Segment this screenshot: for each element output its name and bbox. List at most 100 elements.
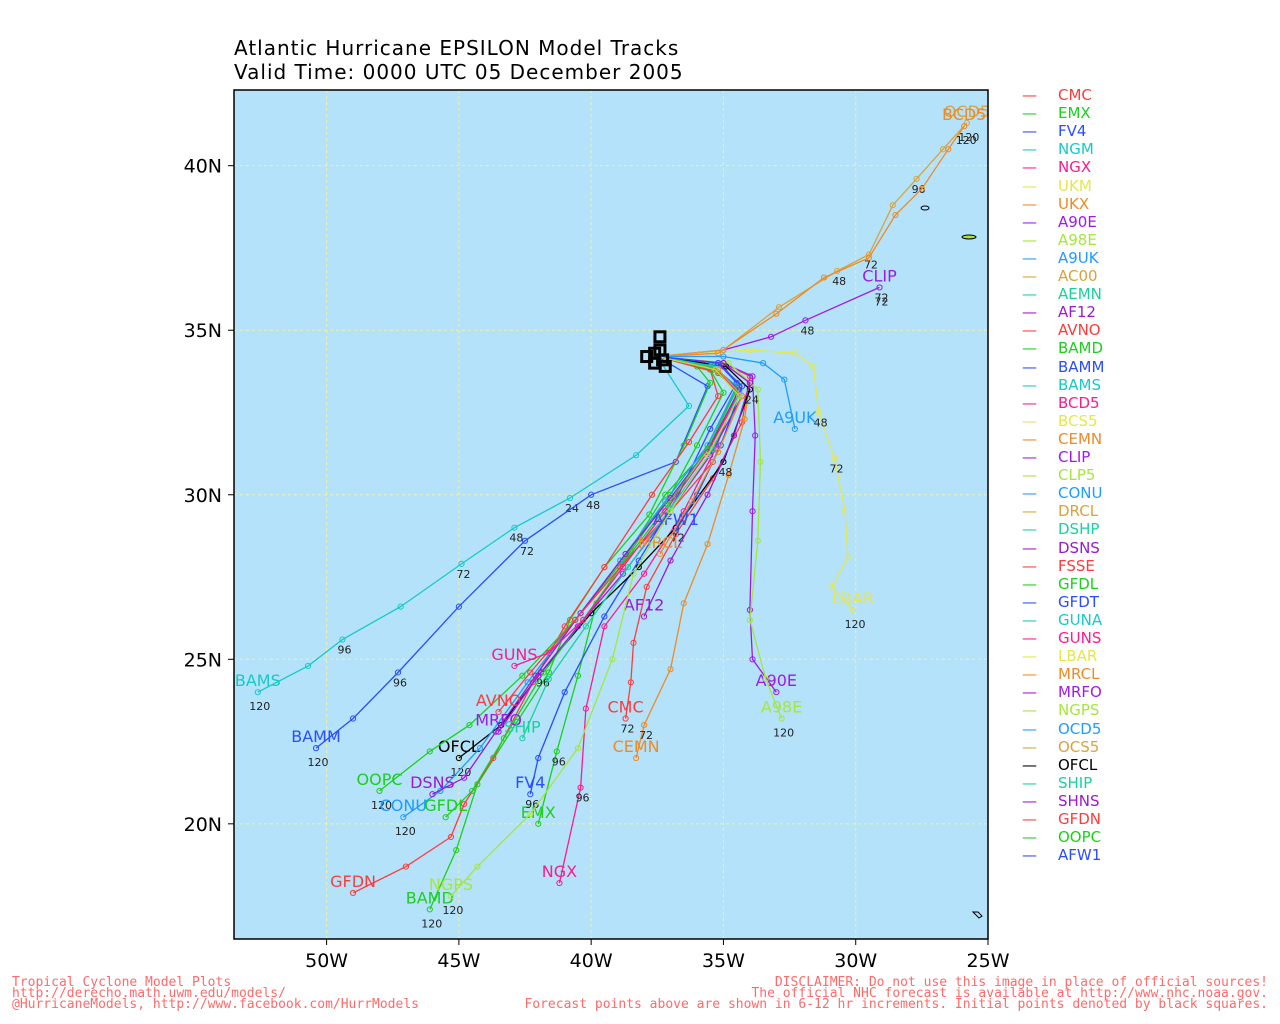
legend-label: DSHP: [1058, 520, 1100, 539]
legend-label: SHIP: [1058, 773, 1093, 792]
track-end-label: AF12: [624, 596, 665, 615]
forecast-point: [704, 491, 711, 498]
forecast-point: [749, 656, 756, 663]
legend-swatch: —: [1022, 629, 1037, 647]
initial-points: [640, 330, 672, 373]
track-end-hour: 120: [773, 727, 794, 740]
track-line: [458, 355, 751, 759]
legend-label: CLIP: [1058, 448, 1091, 466]
forecast-point: [717, 442, 724, 449]
track-end-label: A90E: [756, 671, 797, 690]
track-end-label: GFDN: [330, 872, 376, 891]
legend-item-ofcl: — OFCL: [1022, 756, 1222, 774]
forecast-point: [254, 689, 261, 696]
legend-label: SHNS: [1058, 791, 1100, 810]
legend-swatch: —: [1022, 393, 1037, 412]
track-end-label: OCD5: [944, 102, 990, 121]
legend-label: A90E: [1058, 212, 1097, 231]
lon-tick-label: 35W: [702, 950, 745, 972]
track-lbar: 48 72 LBAR 120: [657, 346, 874, 631]
legend-label: AC00: [1058, 267, 1098, 285]
forecast-point: [791, 350, 798, 357]
legend-item-bcs5: — BCS5: [1022, 412, 1222, 430]
track-ocd5: 48 72 96 OCD5 120: [657, 102, 990, 358]
lat-tick-label: 35N: [184, 320, 222, 342]
forecast-point: [754, 386, 761, 393]
legend-swatch: —: [1022, 194, 1037, 213]
forecast-point: [849, 606, 857, 614]
legend-label: A9UK: [1058, 248, 1099, 267]
forecast-point: [754, 537, 761, 544]
legend-swatch: —: [1022, 375, 1037, 394]
lon-tick-label: 45W: [437, 950, 480, 972]
footer-left-line2: http://derecho.math.uwm.edu/models/: [12, 986, 286, 1001]
legend-label: MRFO: [1058, 683, 1102, 702]
forecast-point: [757, 458, 764, 465]
legend-item-avno: — AVNO: [1022, 321, 1222, 339]
forecast-point: [918, 185, 925, 192]
hour-label: 72: [864, 259, 878, 272]
track-line: [657, 355, 796, 430]
track-end-hour: 120: [421, 917, 442, 930]
forecast-point: [630, 570, 637, 577]
forecast-point: [648, 491, 656, 498]
forecast-point: [466, 722, 473, 729]
legend-label: OFCL: [1058, 755, 1098, 774]
legend-swatch: —: [1022, 267, 1037, 285]
forecast-point: [376, 787, 383, 795]
legend-label: GFDL: [1058, 574, 1099, 593]
legend-item-ngm: — NGM: [1022, 140, 1222, 158]
forecast-point: [773, 689, 780, 696]
forecast-point: [709, 458, 716, 465]
legend-label: OOPC: [1058, 828, 1102, 847]
forecast-point: [831, 455, 838, 462]
legend-label: NGPS: [1058, 701, 1100, 720]
legend-item-af12: — AF12: [1022, 303, 1222, 321]
legend-swatch: —: [1022, 484, 1037, 503]
track-line: [657, 355, 783, 719]
legend-label: AFW1: [1058, 846, 1102, 865]
legend-label: A98E: [1058, 230, 1097, 249]
forecast-point: [495, 708, 502, 716]
map-frame: [233, 89, 989, 940]
legend-swatch: —: [1022, 448, 1037, 466]
footer-left: Tropical Cyclone Model Plots http://dere…: [12, 976, 419, 1011]
forecast-point: [574, 623, 582, 630]
legend-swatch: —: [1022, 357, 1037, 376]
forecast-point: [402, 863, 410, 870]
forecast-point: [667, 666, 674, 673]
track-end-hour: 72: [875, 295, 889, 308]
legend-label: LBAR: [1058, 647, 1098, 666]
forecast-point: [461, 800, 468, 808]
forecast-point: [561, 623, 568, 630]
forecast-point: [627, 679, 634, 686]
legend-swatch: —: [1022, 466, 1037, 485]
legend-swatch: —: [1022, 122, 1037, 141]
track-end-hour: 120: [371, 799, 392, 812]
track-end-hour: 120: [249, 700, 270, 713]
hour-label: 48: [586, 499, 600, 512]
legend-item-bamd: — BAMD: [1022, 339, 1222, 357]
track-end-label: GFDL: [424, 796, 467, 815]
forecast-point: [426, 748, 433, 755]
forecast-point: [662, 491, 669, 498]
track-guns: GUNS: [491, 355, 743, 669]
legend-label: AEMN: [1058, 285, 1102, 304]
legend-swatch: —: [1022, 737, 1037, 756]
legend-item-clip: — CLIP: [1022, 448, 1222, 466]
forecast-point: [582, 623, 589, 630]
forecast-point: [672, 531, 679, 538]
forecast-point: [775, 304, 783, 311]
legend-swatch: —: [1022, 212, 1037, 231]
forecast-point: [715, 448, 722, 456]
track-line: [643, 355, 751, 617]
forecast-point: [553, 748, 560, 755]
track-end-label: AFW1: [653, 510, 699, 529]
legend-item-ocd5: — OCD5: [1022, 720, 1222, 738]
hour-label: 72: [875, 291, 889, 304]
legend-swatch: —: [1022, 719, 1037, 738]
chart-title-line1: Atlantic Hurricane EPSILON Model Tracks: [234, 36, 680, 60]
forecast-point: [749, 508, 756, 515]
track-end-label: BAMS: [235, 671, 281, 690]
